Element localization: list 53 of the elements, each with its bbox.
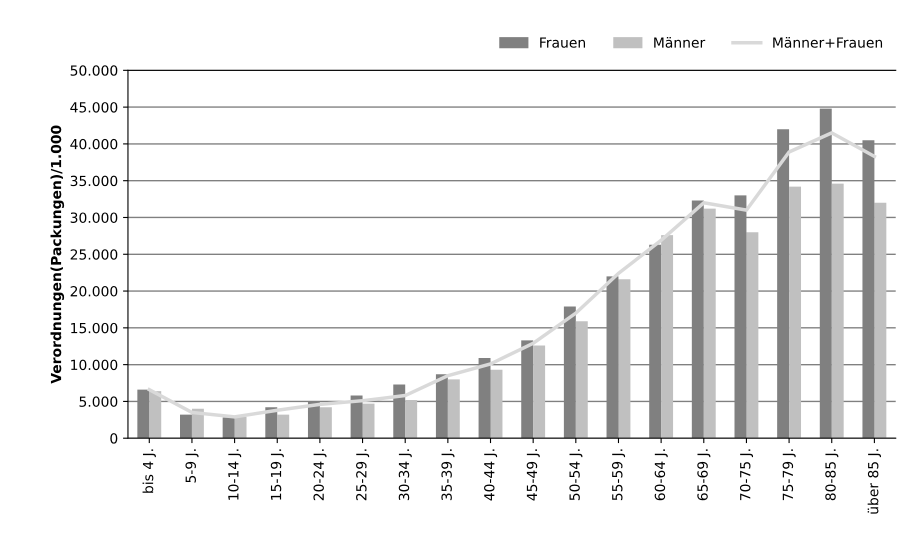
x-tick-label: 35-39 J. bbox=[441, 449, 454, 500]
bar bbox=[661, 235, 674, 438]
x-tick-label: bis 4 J. bbox=[142, 449, 156, 493]
bar bbox=[533, 346, 546, 438]
bar bbox=[490, 370, 502, 438]
bar bbox=[576, 321, 588, 438]
x-tick-label: 25-29 J. bbox=[356, 449, 370, 500]
x-tick-label: 60-64 J. bbox=[654, 449, 668, 500]
y-tick-label: 5.000 bbox=[80, 396, 118, 407]
legend-label: Männer+Frauen bbox=[773, 37, 882, 48]
bar bbox=[320, 407, 332, 438]
bar bbox=[618, 279, 630, 438]
x-tick-label: 30-34 J. bbox=[398, 449, 412, 500]
x-tick-label: über 85 J. bbox=[868, 449, 882, 514]
y-tick-label: 50.000 bbox=[70, 65, 118, 76]
x-tick-label: 50-54 J. bbox=[569, 449, 582, 500]
x-tick-label: 65-69 J. bbox=[697, 449, 710, 500]
x-tick-label: 20-24 J. bbox=[313, 449, 327, 500]
bar bbox=[704, 208, 716, 438]
bar bbox=[832, 184, 844, 438]
bar bbox=[448, 379, 460, 438]
bar bbox=[350, 396, 363, 438]
y-tick-label: 40.000 bbox=[70, 138, 118, 150]
bar bbox=[234, 416, 247, 438]
x-tick-label: 5-9 J. bbox=[185, 449, 199, 482]
bar bbox=[789, 186, 802, 438]
x-tick-label: 75-79 J. bbox=[782, 449, 796, 500]
y-tick-label: 0 bbox=[110, 433, 118, 444]
x-tick-label: 45-49 J. bbox=[526, 449, 540, 501]
x-tick-label: 80-85 J. bbox=[825, 449, 838, 500]
y-tick-label: 35.000 bbox=[70, 176, 118, 186]
y-tick-label: 15.000 bbox=[71, 322, 118, 334]
legend-label: Männer bbox=[654, 37, 706, 48]
bar bbox=[746, 232, 758, 438]
y-tick-label: 20.000 bbox=[70, 286, 118, 297]
y-tick-label: 10.000 bbox=[71, 360, 118, 370]
bar bbox=[362, 404, 374, 438]
bar bbox=[222, 418, 235, 438]
y-tick-label: 30.000 bbox=[70, 212, 118, 223]
bar bbox=[180, 414, 192, 438]
legend-label: Frauen bbox=[540, 37, 586, 48]
x-tick-label: 15-19 J. bbox=[270, 449, 284, 500]
line-series bbox=[148, 131, 876, 419]
y-axis-title: Verordnungen(Packungen)/1.000 bbox=[50, 125, 64, 384]
bar bbox=[874, 202, 886, 438]
bar bbox=[405, 400, 418, 438]
x-tick-label: 70-75 J. bbox=[740, 449, 754, 500]
x-tick-label: 40-44 J. bbox=[484, 449, 498, 501]
x-tick-label: 10-14 J. bbox=[228, 449, 242, 500]
y-tick-label: 45.000 bbox=[70, 102, 118, 113]
y-tick-label: 25.000 bbox=[70, 249, 118, 260]
x-tick-label: 55-59 J. bbox=[612, 449, 626, 500]
bar bbox=[277, 414, 290, 438]
